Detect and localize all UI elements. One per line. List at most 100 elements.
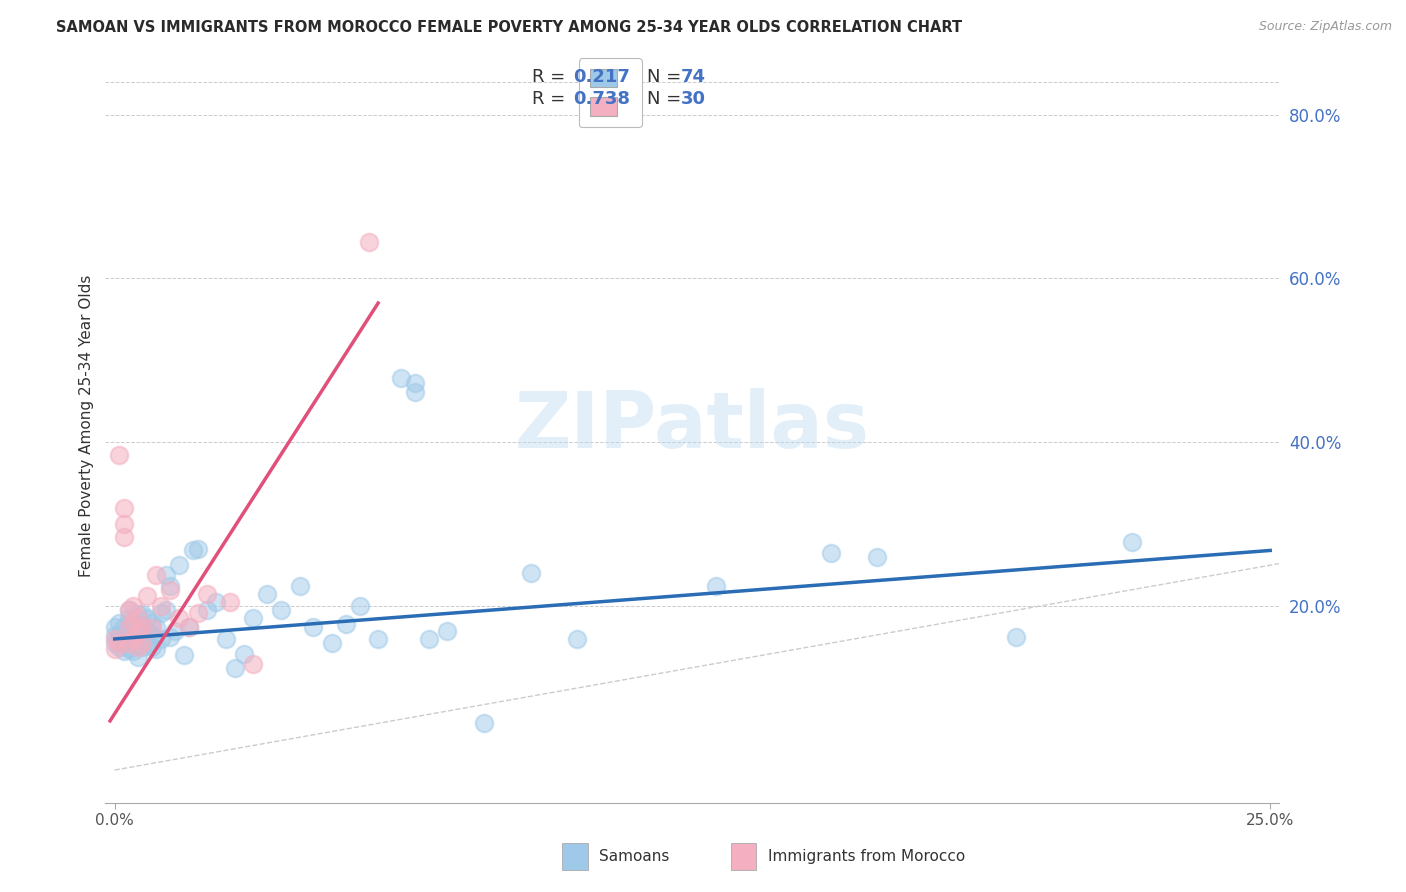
Point <box>256 587 278 601</box>
Point <box>104 632 127 646</box>
Point <box>131 620 153 634</box>
Point <box>136 611 159 625</box>
Point <box>169 558 191 573</box>
Point <box>122 633 145 648</box>
Point <box>104 636 127 650</box>
Point <box>117 632 139 646</box>
Point <box>349 599 371 614</box>
Point <box>131 607 153 622</box>
Point <box>104 641 127 656</box>
Point <box>122 624 145 638</box>
Text: 0.738: 0.738 <box>572 90 630 108</box>
Point <box>177 620 200 634</box>
Point <box>141 621 163 635</box>
Text: R =: R = <box>531 68 571 86</box>
Point <box>219 595 242 609</box>
Point <box>866 549 889 564</box>
Point <box>187 541 209 556</box>
Point <box>112 644 135 658</box>
Point <box>205 595 228 609</box>
Point <box>357 235 380 249</box>
Point <box>214 632 236 646</box>
Point <box>104 628 127 642</box>
Text: 0.217: 0.217 <box>572 68 630 86</box>
Point <box>173 648 195 663</box>
Point <box>519 566 541 581</box>
Point <box>141 640 163 654</box>
Point <box>195 587 218 601</box>
Point <box>127 639 149 653</box>
Point <box>389 371 412 385</box>
Point <box>195 603 218 617</box>
Point <box>1005 630 1028 644</box>
Point <box>131 640 153 654</box>
Point <box>704 579 727 593</box>
Point <box>149 599 172 614</box>
Y-axis label: Female Poverty Among 25-34 Year Olds: Female Poverty Among 25-34 Year Olds <box>79 275 94 577</box>
Point <box>270 603 292 617</box>
Point <box>117 620 139 634</box>
Point <box>233 647 256 661</box>
Point <box>108 628 131 642</box>
Point <box>404 376 426 391</box>
Point <box>104 620 127 634</box>
Point <box>418 632 440 646</box>
Point <box>224 660 246 674</box>
Point <box>131 618 153 632</box>
Point <box>242 657 264 671</box>
Point <box>108 640 131 654</box>
Point <box>112 632 135 646</box>
Point <box>155 568 177 582</box>
Point <box>108 448 131 462</box>
Point <box>127 611 149 625</box>
Point <box>122 632 145 646</box>
Point <box>136 590 159 604</box>
Point <box>149 606 172 620</box>
Point <box>112 620 135 634</box>
Point <box>117 636 139 650</box>
Point <box>145 641 167 656</box>
Point <box>136 636 159 650</box>
Point <box>159 630 181 644</box>
Point <box>127 650 149 665</box>
Point <box>565 632 588 646</box>
Point <box>302 620 325 634</box>
Point <box>108 615 131 630</box>
Text: ZIPatlas: ZIPatlas <box>515 388 870 464</box>
Point <box>145 620 167 634</box>
Point <box>141 615 163 630</box>
Point <box>159 579 181 593</box>
Point <box>288 579 311 593</box>
Text: N =: N = <box>647 90 686 108</box>
Text: R =: R = <box>531 90 571 108</box>
Point <box>108 636 131 650</box>
Legend: , : , <box>579 58 643 128</box>
Point <box>131 630 153 644</box>
Point <box>820 546 842 560</box>
Point <box>1121 535 1143 549</box>
Point <box>127 640 149 654</box>
Text: Source: ZipAtlas.com: Source: ZipAtlas.com <box>1258 20 1392 33</box>
Text: SAMOAN VS IMMIGRANTS FROM MOROCCO FEMALE POVERTY AMONG 25-34 YEAR OLDS CORRELATI: SAMOAN VS IMMIGRANTS FROM MOROCCO FEMALE… <box>56 20 962 35</box>
Text: 30: 30 <box>681 90 706 108</box>
Point <box>474 715 496 730</box>
Point <box>141 628 163 642</box>
Point <box>163 624 186 638</box>
Point <box>136 624 159 638</box>
Text: Immigrants from Morocco: Immigrants from Morocco <box>768 849 965 863</box>
Point <box>127 617 149 632</box>
Point <box>131 636 153 650</box>
Point <box>155 603 177 617</box>
Point <box>122 644 145 658</box>
Point <box>367 632 389 646</box>
Point <box>112 500 135 515</box>
Point <box>127 607 149 622</box>
Point <box>404 384 426 399</box>
Point <box>122 614 145 628</box>
Point <box>181 543 204 558</box>
Text: Samoans: Samoans <box>599 849 669 863</box>
Point <box>159 582 181 597</box>
Point <box>187 606 209 620</box>
Point <box>122 615 145 630</box>
Point <box>169 611 191 625</box>
